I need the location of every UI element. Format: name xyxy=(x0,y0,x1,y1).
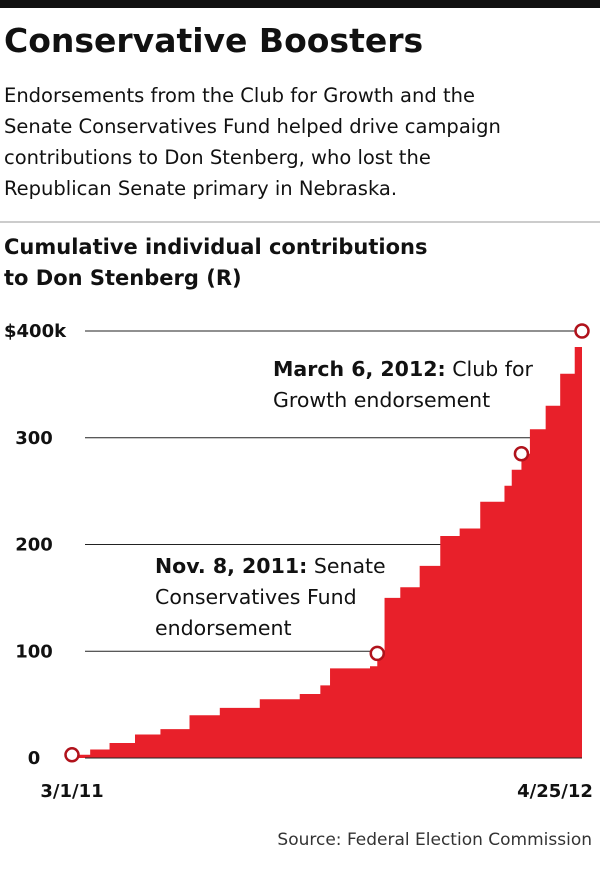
area xyxy=(72,331,582,758)
y-tick-label: $400k xyxy=(4,321,67,342)
annotation-line: Conservatives Fund xyxy=(155,585,357,609)
annotation-text: endorsement xyxy=(155,616,292,640)
annotation-line: March 6, 2012: Club for xyxy=(273,357,533,381)
y-tick-label: 300 xyxy=(15,428,53,449)
x-tick-label: 4/25/12 xyxy=(517,781,593,802)
chart-title-line: Cumulative individual contributions xyxy=(4,235,428,259)
annotation-text: Club for xyxy=(452,357,533,381)
annotation-text: Conservatives Fund xyxy=(155,585,357,609)
annotation-text: Senate xyxy=(314,554,386,578)
chart-title-line: to Don Stenberg (R) xyxy=(4,266,242,290)
top-bar xyxy=(0,0,600,8)
annotation-line: Growth endorsement xyxy=(273,388,490,412)
point-marker xyxy=(64,747,80,763)
source: Source: Federal Election Commission xyxy=(277,830,592,850)
annotation-date: Nov. 8, 2011: xyxy=(155,554,307,578)
subtitle-line: Endorsements from the Club for Growth an… xyxy=(4,84,475,107)
annotation-text: Growth endorsement xyxy=(273,388,490,412)
annotation-line: Nov. 8, 2011: Senate xyxy=(155,554,386,578)
subtitle-line: Senate Conservatives Fund helped drive c… xyxy=(4,115,501,138)
point-marker xyxy=(574,323,590,339)
point-marker xyxy=(513,446,530,462)
x-tick-label: 3/1/11 xyxy=(40,781,103,802)
y-tick-label: 0 xyxy=(28,748,41,769)
annotation-line: endorsement xyxy=(155,616,292,640)
subtitle-line: contributions to Don Stenberg, who lost … xyxy=(4,146,431,169)
headline: Conservative Boosters xyxy=(4,21,423,60)
point-marker xyxy=(369,645,386,662)
y-tick-label: 100 xyxy=(15,641,53,662)
annotation-date: March 6, 2012: xyxy=(273,357,446,381)
y-tick-label: 200 xyxy=(15,535,53,556)
subtitle-line: Republican Senate primary in Nebraska. xyxy=(4,177,397,200)
